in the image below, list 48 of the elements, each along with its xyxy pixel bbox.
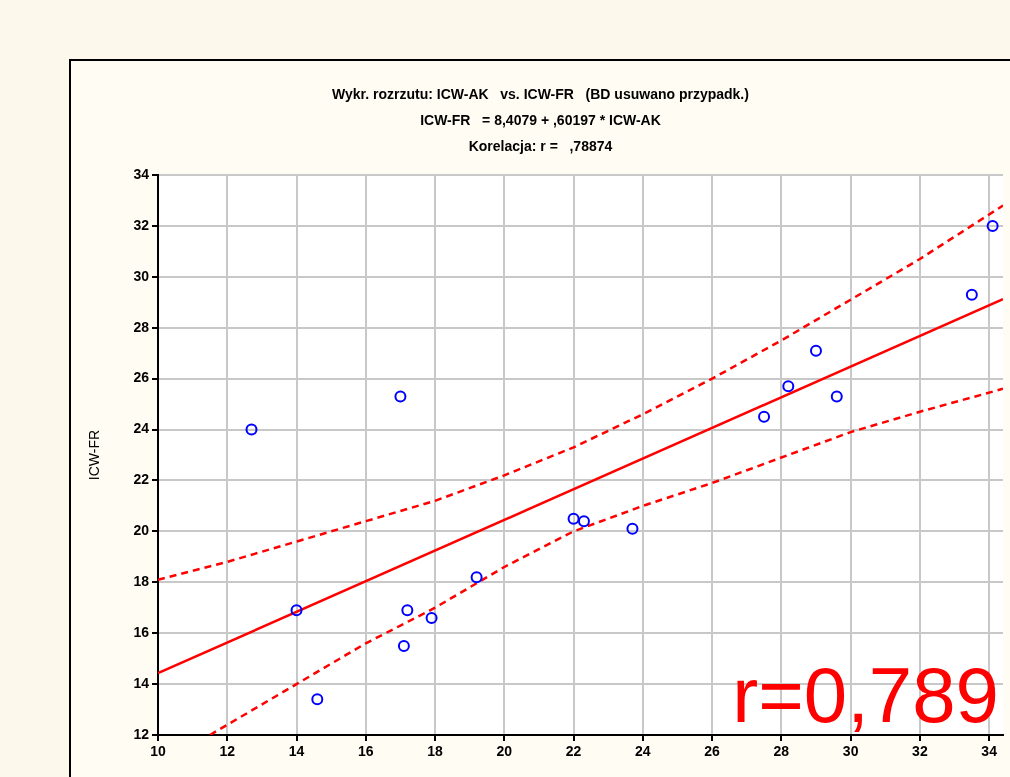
y-tick-label: 18: [133, 573, 150, 590]
x-tick-label: 30: [842, 743, 859, 760]
line-series: [158, 204, 1003, 581]
chart-title: Wykr. rozrzutu: ICW-AK vs. ICW-FR (BD usuwano przypadk.): [332, 85, 749, 102]
chart-subtitle: ICW-FR = 8,4079 + ,60197 * ICW-AK Korelacja: r = ,78874: [420, 111, 661, 154]
line-series: [208, 387, 1003, 735]
point: [830, 390, 843, 403]
point: [470, 571, 483, 584]
y-tick-label: 34: [133, 165, 150, 182]
point: [965, 288, 978, 301]
x-tick-label: 20: [496, 743, 513, 760]
y-tick-label: 28: [133, 318, 150, 335]
point: [809, 344, 822, 357]
point: [986, 219, 999, 232]
y-axis-title: ICW-FR: [85, 429, 102, 481]
x-tick-label: 12: [219, 743, 236, 760]
point: [290, 604, 303, 617]
x-tick-label: 26: [704, 743, 721, 760]
y-tick-label: 30: [133, 267, 150, 284]
point: [626, 522, 639, 535]
y-tick-label: 22: [133, 471, 150, 488]
point: [567, 512, 580, 525]
x-tick-label: 18: [427, 743, 444, 760]
x-tick-label: 22: [565, 743, 582, 760]
x-tick-label: 10: [150, 743, 166, 760]
x-tick-label: 34: [981, 743, 998, 760]
y-tick-label: 26: [133, 369, 150, 386]
annotation: r=0,789: [732, 650, 999, 739]
point: [782, 380, 795, 393]
x-tick-label: 32: [912, 743, 928, 760]
point: [245, 423, 258, 436]
x-tick-label: 14: [288, 743, 305, 760]
x-tick-label: 28: [773, 743, 790, 760]
y-tick-label: 16: [133, 624, 150, 641]
point: [394, 390, 407, 403]
y-tick-label: 20: [133, 522, 150, 539]
point: [758, 410, 771, 423]
x-tick-label: 16: [358, 743, 374, 760]
y-tick-label: 14: [133, 674, 150, 691]
y-tick-label: 24: [133, 420, 150, 437]
point: [397, 639, 410, 652]
point: [401, 604, 414, 617]
y-tick-label: 12: [133, 725, 150, 742]
point: [425, 611, 438, 624]
x-tick-label: 24: [635, 743, 651, 760]
point: [311, 693, 324, 706]
point: [577, 515, 590, 528]
y-tick-label: 32: [133, 216, 150, 233]
